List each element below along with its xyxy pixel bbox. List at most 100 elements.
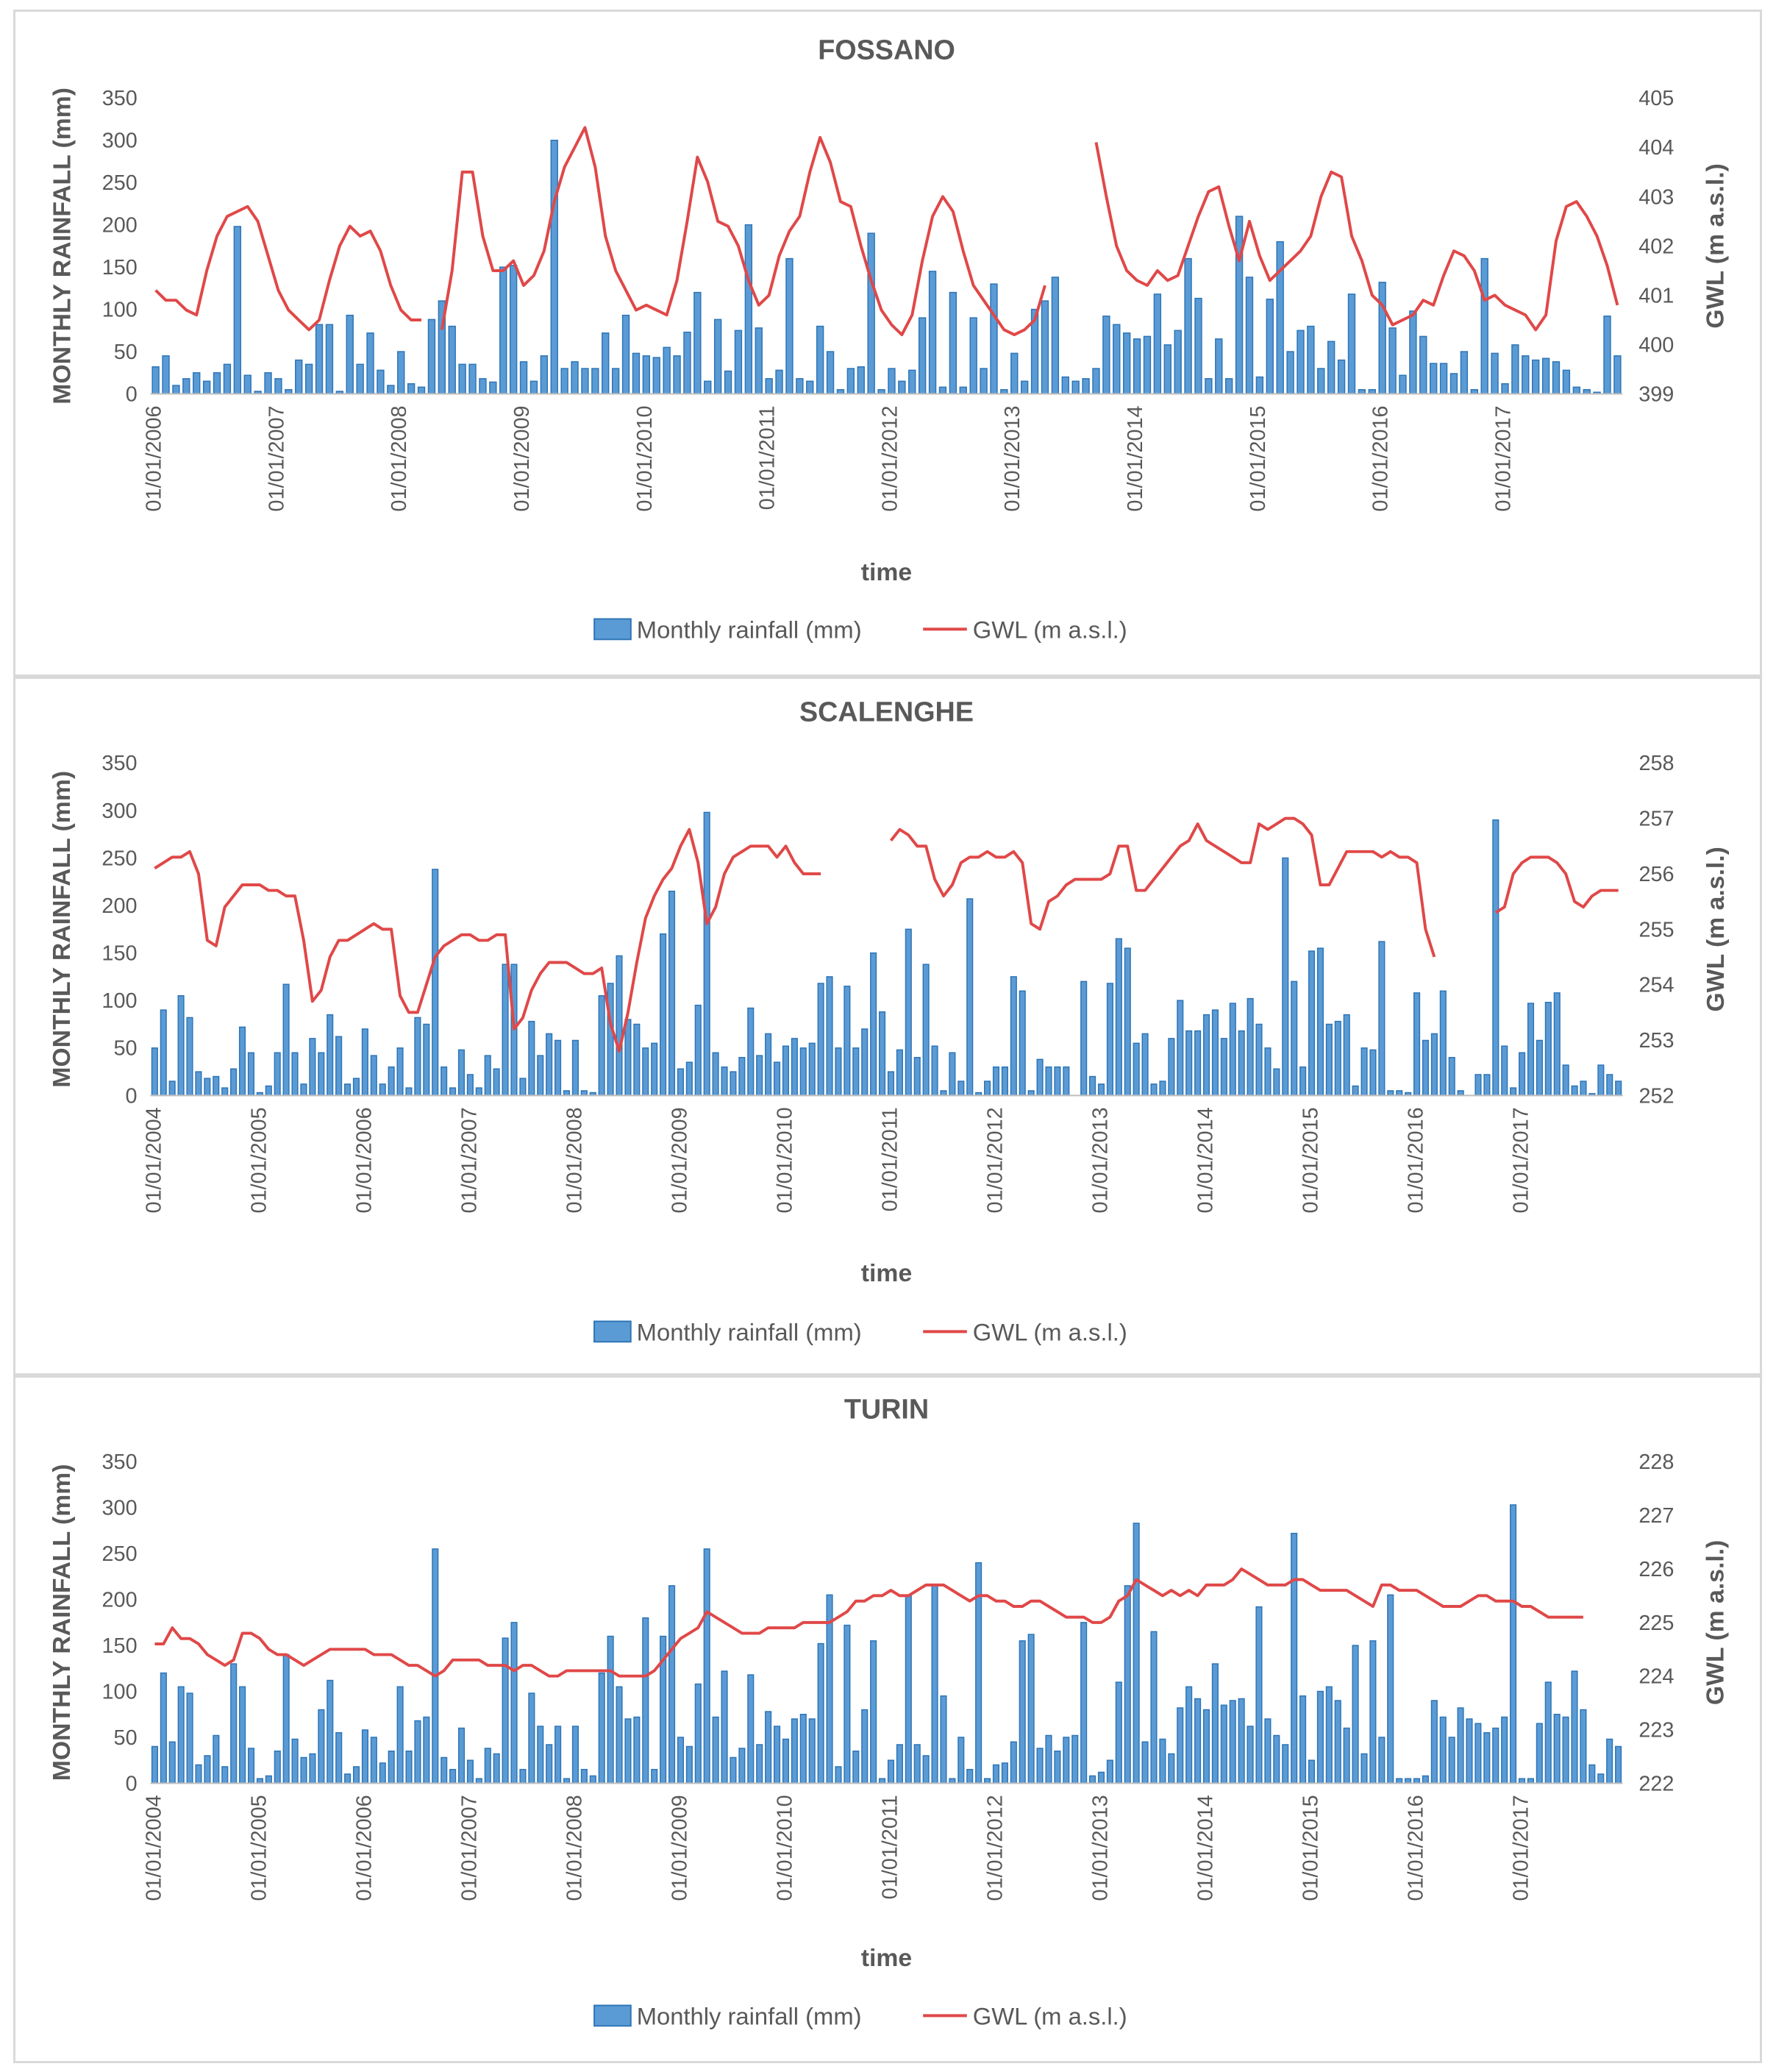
scalenghe-x-tick: 01/01/2014 [1194,1107,1217,1213]
turin-rainfall-bar [274,1750,281,1784]
fossano-rainfall-bar [1286,351,1294,395]
fossano-rainfall-bar [591,368,599,395]
scalenghe-rainfall-bar [1299,1066,1307,1097]
turin-rainfall-bar [861,1709,869,1784]
scalenghe-rainfall-bar [1010,976,1017,1097]
turin-rainfall-bar [1325,1686,1333,1784]
scalenghe-rainfall-bars [151,811,1622,1097]
fossano-rainfall-bar [1307,325,1315,395]
scalenghe-rainfall-bar [449,1087,457,1097]
turin-rainfall-bar [300,1756,307,1784]
fossano-x-tick: 01/01/2010 [633,405,657,511]
turin-rainfall-bar [344,1773,352,1784]
scalenghe-gwl-line [889,816,1436,958]
turin-rainfall-bar [1115,1681,1122,1784]
scalenghe-rainfall-bar [1615,1080,1622,1097]
turin-rainfall-bar [1159,1738,1166,1784]
turin-rainfall-bar [1483,1731,1491,1784]
turin-rainfall-bar [265,1775,272,1784]
turin-y-right-tick: 224 [1638,1665,1674,1689]
fossano-rainfall-bar [315,324,324,395]
turin-legend-gwl-label: GWL (m a.s.l.) [973,2002,1127,2029]
turin-rainfall-bar [1001,1762,1008,1784]
turin-rainfall-bar [1247,1726,1254,1784]
turin-rainfall-bar [791,1718,798,1784]
scalenghe-x-tick: 01/01/2007 [457,1107,481,1213]
scalenghe-rainfall-bar [151,1047,158,1097]
scalenghe-rainfall-bar [466,1074,474,1097]
turin-x-tick: 01/01/2004 [142,1795,165,1901]
scalenghe-rainfall-bar [554,1039,562,1097]
fossano-legend-rainfall-swatch [593,618,632,641]
scalenghe-rainfall-bar [457,1049,466,1097]
turin-rainfall-bar [1571,1670,1578,1784]
fossano-rainfall-bar [295,359,303,395]
turin-rainfall-bar [1045,1734,1052,1784]
scalenghe-rainfall-bar [221,1087,229,1097]
turin-rainfall-bar [685,1745,693,1784]
turin-x-tick: 01/01/2005 [247,1795,271,1901]
scalenghe-rainfall-bar [931,1045,938,1097]
fossano-y-left-tick: 250 [102,171,138,195]
turin-rainfall-bar [799,1714,807,1784]
scalenghe-rainfall-bar [1474,1074,1482,1097]
scalenghe-y-right-tick: 254 [1639,974,1675,997]
scalenghe-x-tick: 01/01/2015 [1299,1107,1322,1213]
fossano-rainfall-bar [1276,241,1284,395]
scalenghe-gwl-line [1494,855,1619,914]
turin-rainfall-bar [537,1726,544,1784]
turin-chart-title: TURIN [844,1395,929,1425]
turin-rainfall-bar [1273,1734,1280,1784]
fossano-rainfall-bar [969,317,977,395]
scalenghe-rainfall-bar [396,1047,404,1097]
scalenghe-rainfall-bar [703,811,710,1097]
fossano-rainfall-bar [857,366,865,395]
fossano-x-tick: 01/01/2015 [1247,405,1270,511]
fossano-x-tick: 01/01/2008 [388,405,411,511]
fossano-x-tick: 01/01/2011 [756,405,780,510]
scalenghe-rainfall-bar [238,1026,246,1097]
scalenghe-rainfall-bar [502,964,509,1097]
turin-rainfall-bar [931,1585,938,1784]
turin-rainfall-bar [1457,1707,1464,1784]
fossano-legend-rainfall-label: Monthly rainfall (mm) [637,616,862,643]
turin-rainfall-bar [195,1764,202,1784]
turin-x-tick: 01/01/2012 [983,1795,1007,1901]
turin-rainfall-bar [1378,1737,1386,1784]
scalenghe-rainfall-bar [712,1052,719,1097]
fossano-rainfall-bar [1122,332,1131,395]
fossano-y-right-tick: 401 [1638,284,1674,307]
fossano-y-left-tick: 100 [102,299,138,322]
scalenghe-rainfall-bar [1264,1047,1272,1097]
turin-rainfall-bar [765,1711,772,1784]
turin-rainfall-bar [493,1753,500,1784]
fossano-rainfall-bar [1378,282,1386,395]
scalenghe-rainfall-bar [1036,1058,1044,1097]
fossano-rainfall-bar [673,355,681,395]
turin-rainfall-bar [1010,1741,1017,1784]
fossano-rainfall-bar [1297,330,1305,395]
scalenghe-rainfall-bar [1360,1047,1368,1097]
fossano-rainfall-bar [1194,297,1202,395]
scalenghe-rainfall-bar [835,1047,842,1097]
turin-rainfall-bar [1220,1704,1227,1784]
fossano-rainfall-bar [1071,380,1080,395]
scalenghe-rainfall-bar [694,1004,702,1097]
turin-rainfall-bar [186,1692,193,1784]
scalenghe-rainfall-bar [949,1052,956,1097]
scalenghe-legend-gwl-label: GWL (m a.s.l.) [973,1318,1127,1345]
turin-rainfall-bar [844,1624,851,1784]
fossano-rainfall-bar [458,363,466,395]
scalenghe-rainfall-bar [1562,1064,1569,1097]
fossano-rainfall-bar [1205,378,1213,395]
turin-rainfall-bar [213,1734,220,1784]
turin-rainfall-bar [1492,1727,1499,1784]
turin-x-tick: 01/01/2015 [1299,1795,1322,1901]
fossano-rainfall-bar [377,369,385,395]
turin-rainfall-bar [721,1670,728,1784]
scalenghe-rainfall-bar [887,1071,895,1097]
fossano-rainfall-bar [509,265,518,395]
fossano-rainfall-bar [1082,378,1090,395]
scalenghe-rainfall-bar [633,1023,641,1097]
scalenghe-x-tick: 01/01/2016 [1405,1107,1428,1213]
